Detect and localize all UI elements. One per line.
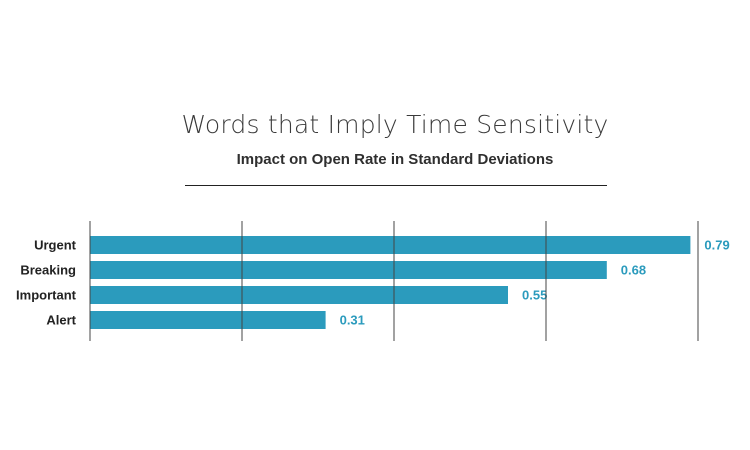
- category-label: Urgent: [34, 238, 77, 253]
- bar-alert: [90, 311, 326, 329]
- chart-title: Words that Imply Time Sensitivity: [181, 110, 609, 139]
- value-label: 0.68: [621, 263, 646, 278]
- category-label: Alert: [46, 313, 76, 328]
- value-label: 0.79: [704, 238, 729, 253]
- bar-urgent: [90, 236, 691, 254]
- title-divider: [185, 185, 607, 186]
- bar-breaking: [90, 261, 607, 279]
- bar-important: [90, 286, 508, 304]
- value-label: 0.31: [340, 313, 365, 328]
- category-label: Breaking: [20, 263, 76, 278]
- category-label: Important: [16, 288, 77, 303]
- chart-subtitle: Impact on Open Rate in Standard Deviatio…: [236, 151, 554, 168]
- value-label: 0.55: [522, 288, 547, 303]
